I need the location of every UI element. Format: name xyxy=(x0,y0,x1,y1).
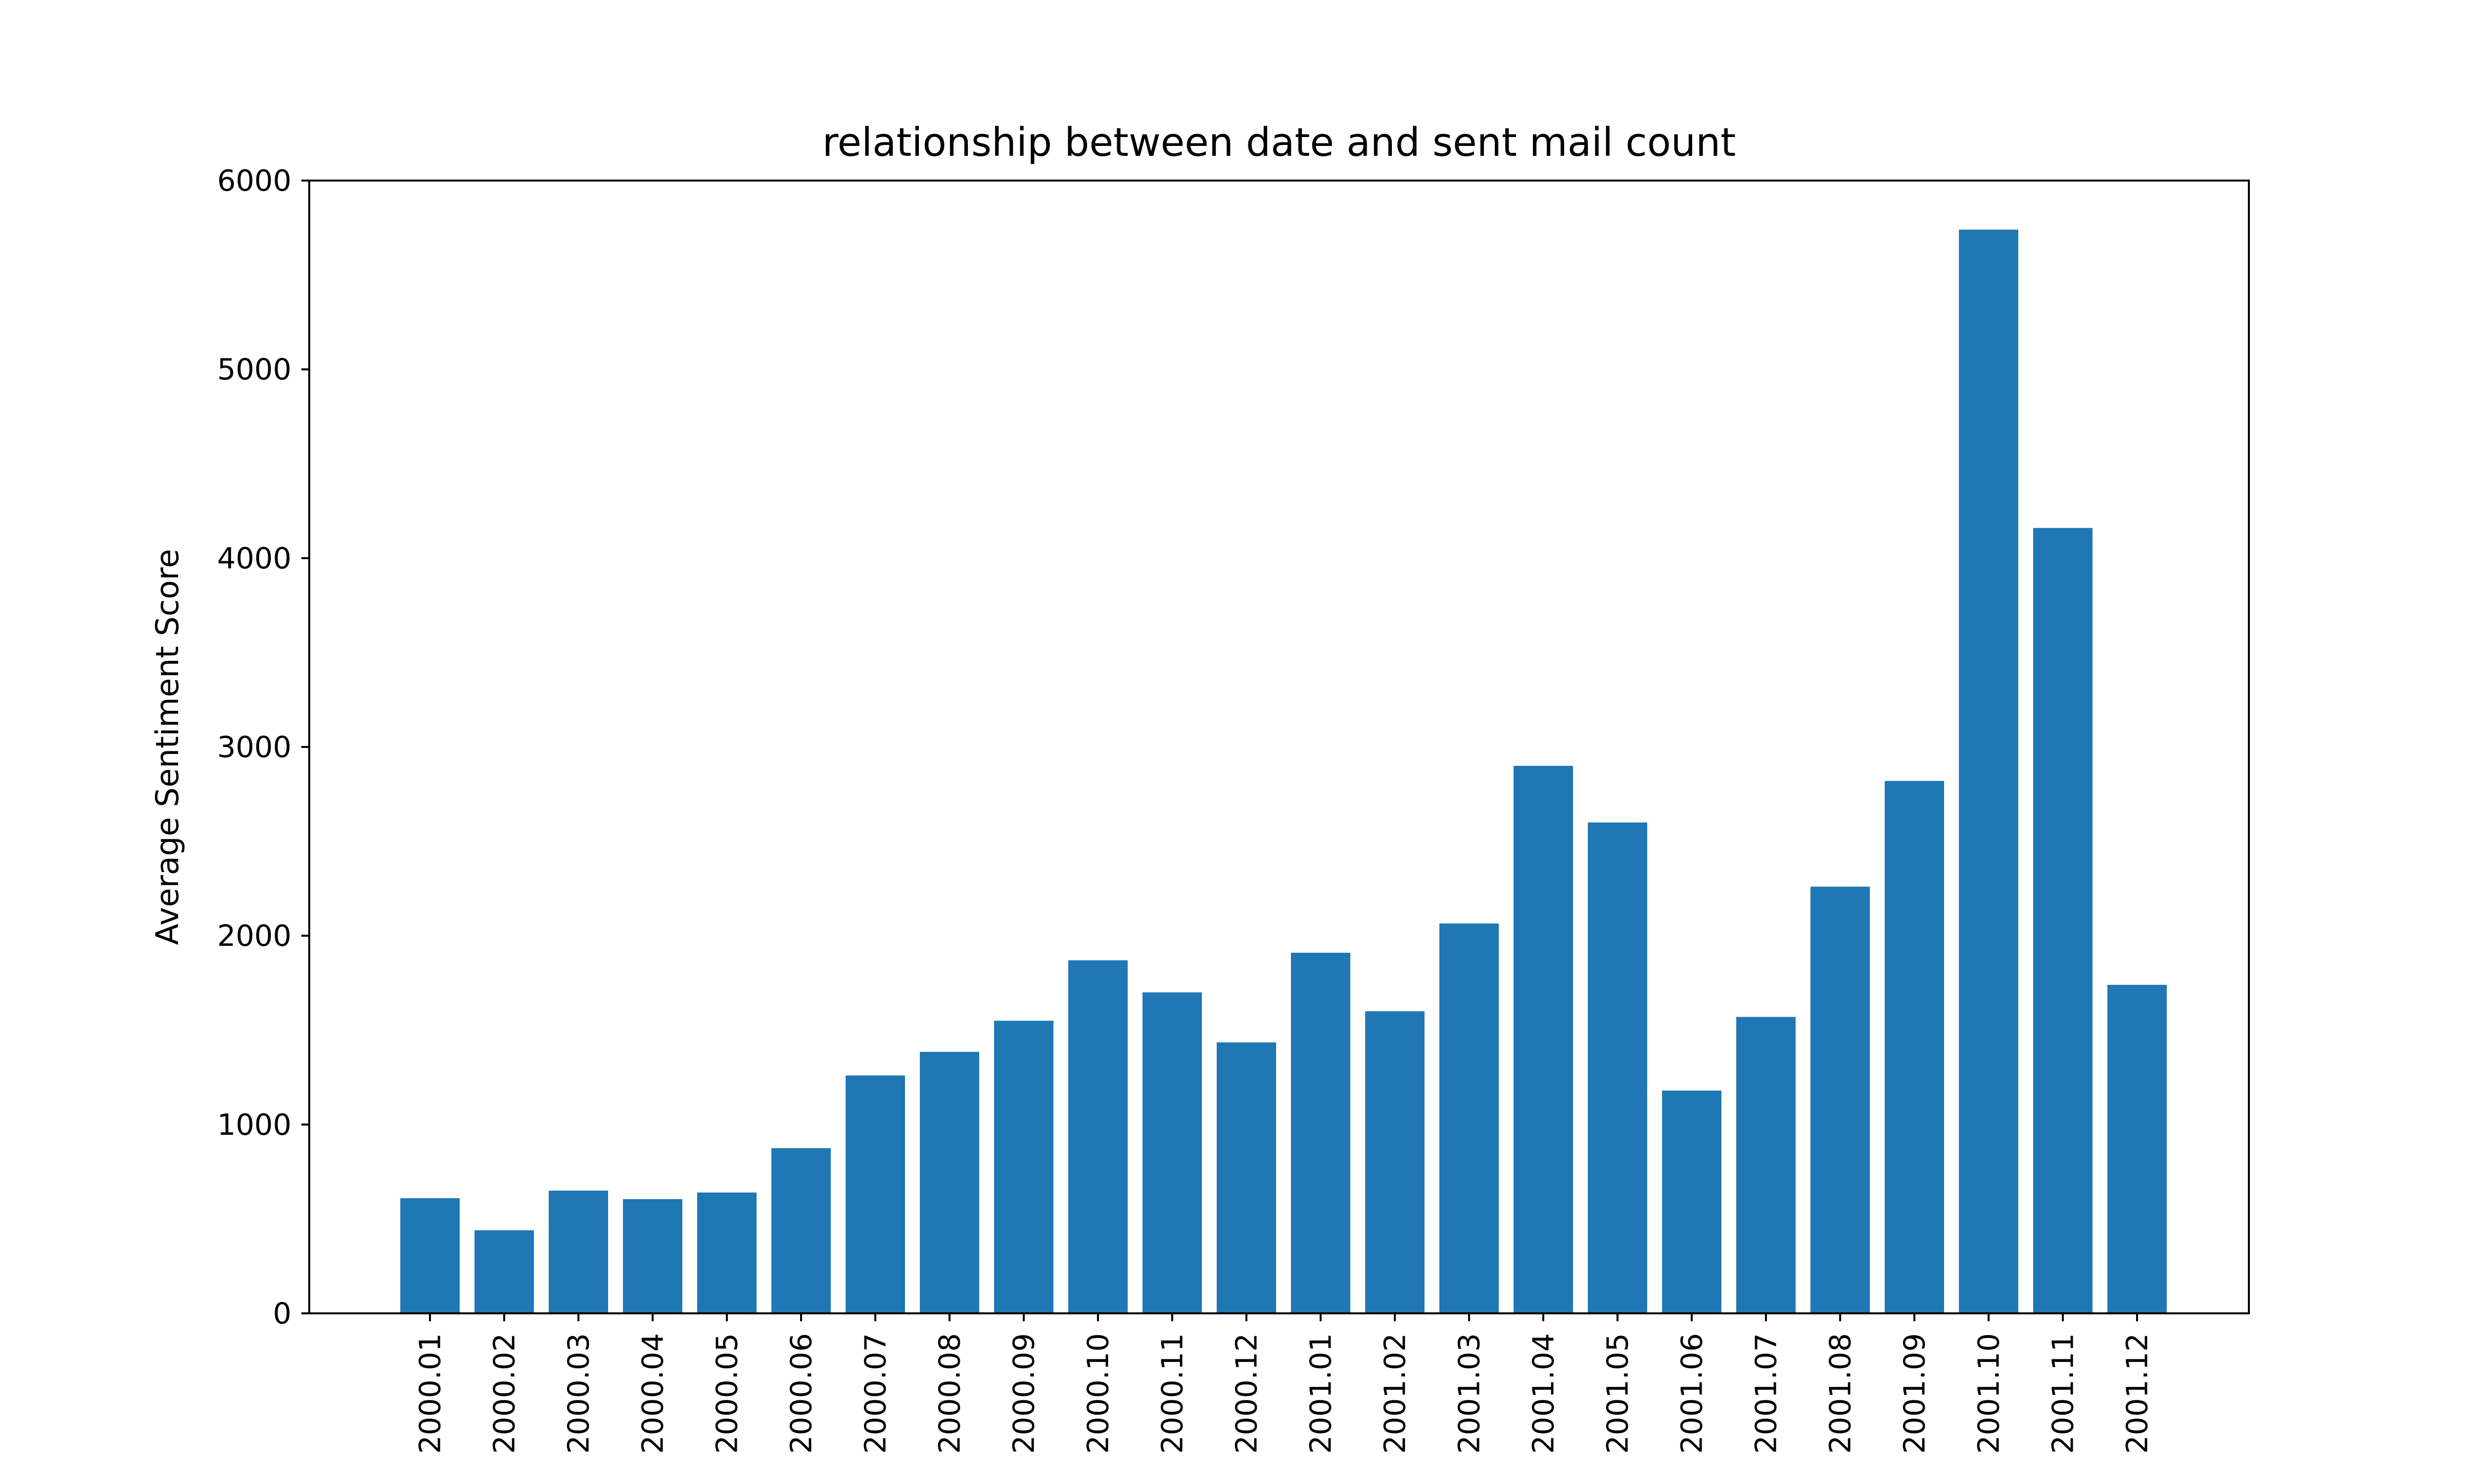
x-tick-label: 2001.10 xyxy=(1972,1333,2006,1454)
bar-2001.05 xyxy=(1588,822,1647,1313)
x-tick-label: 2001.01 xyxy=(1304,1333,1338,1454)
x-tick-label: 2001.05 xyxy=(1601,1333,1635,1454)
x-tick-label: 2000.05 xyxy=(710,1333,744,1454)
bar-2001.02 xyxy=(1365,1011,1425,1313)
bar-2001.03 xyxy=(1439,923,1499,1313)
x-tick-label: 2000.07 xyxy=(858,1333,893,1454)
x-tick-label: 2000.09 xyxy=(1007,1333,1041,1454)
bar-2001.07 xyxy=(1736,1017,1796,1313)
x-axis: 2000.01 2000.02 2000.03 2000.04 2000.05 2000.… xyxy=(413,1313,2154,1454)
bar-2001.12 xyxy=(2107,984,2167,1313)
x-tick-label: 2000.12 xyxy=(1230,1333,1264,1454)
bar-2000.08 xyxy=(920,1052,979,1313)
bar-2000.09 xyxy=(994,1020,1053,1313)
y-tick-label: 2000 xyxy=(217,919,291,953)
x-tick-label: 2000.08 xyxy=(933,1333,967,1454)
y-tick-label: 4000 xyxy=(217,541,291,575)
chart-title: relationship between date and sent mail … xyxy=(822,120,1736,165)
bar-2000.05 xyxy=(697,1192,757,1313)
bar-2000.10 xyxy=(1068,960,1128,1313)
bar-2001.01 xyxy=(1291,953,1350,1313)
bar-2000.06 xyxy=(771,1148,831,1313)
y-tick-label: 1000 xyxy=(217,1108,291,1142)
y-tick-label: 3000 xyxy=(217,730,291,764)
x-tick-label: 2001.09 xyxy=(1898,1333,1932,1454)
bar-2001.09 xyxy=(1885,781,1944,1313)
x-tick-label: 2000.04 xyxy=(636,1333,670,1454)
x-tick-label: 2001.03 xyxy=(1452,1333,1486,1454)
bar-2000.03 xyxy=(549,1190,608,1313)
bar-2000.11 xyxy=(1142,992,1202,1313)
x-tick-label: 2001.11 xyxy=(2046,1333,2080,1454)
plot-frame xyxy=(308,180,2250,1314)
bar-2000.12 xyxy=(1217,1042,1276,1313)
y-tick-label: 0 xyxy=(273,1297,291,1331)
y-axis: 0 1000 2000 3000 4000 5000 6000 xyxy=(217,164,309,1331)
x-tick-label: 2000.10 xyxy=(1081,1333,1115,1454)
x-tick-label: 2000.02 xyxy=(487,1333,522,1454)
y-tick-label: 6000 xyxy=(217,164,291,198)
bars-layer xyxy=(400,230,2167,1313)
bar-2001.04 xyxy=(1514,766,1573,1313)
x-tick-label: 2001.06 xyxy=(1675,1333,1709,1454)
bar-2001.10 xyxy=(1959,230,2018,1313)
x-tick-label: 2000.03 xyxy=(562,1333,596,1454)
x-tick-label: 2001.04 xyxy=(1526,1333,1561,1454)
x-tick-label: 2001.07 xyxy=(1749,1333,1783,1454)
bar-2001.06 xyxy=(1662,1090,1721,1313)
x-tick-label: 2000.11 xyxy=(1155,1333,1189,1454)
bar-2001.11 xyxy=(2033,528,2093,1313)
y-tick-label: 5000 xyxy=(217,352,291,386)
x-tick-label: 2000.06 xyxy=(784,1333,818,1454)
bar-2000.01 xyxy=(400,1198,460,1313)
x-tick-label: 2001.02 xyxy=(1378,1333,1412,1454)
bar-2001.08 xyxy=(1810,886,1870,1313)
bar-2000.02 xyxy=(475,1230,534,1313)
y-axis-title: Average Sentiment Score xyxy=(149,549,186,945)
bar-2000.04 xyxy=(623,1199,682,1313)
x-tick-label: 2001.08 xyxy=(1823,1333,1857,1454)
bar-2000.07 xyxy=(846,1075,905,1313)
x-tick-label: 2000.01 xyxy=(413,1333,447,1454)
x-tick-label: 2001.12 xyxy=(2120,1333,2154,1454)
